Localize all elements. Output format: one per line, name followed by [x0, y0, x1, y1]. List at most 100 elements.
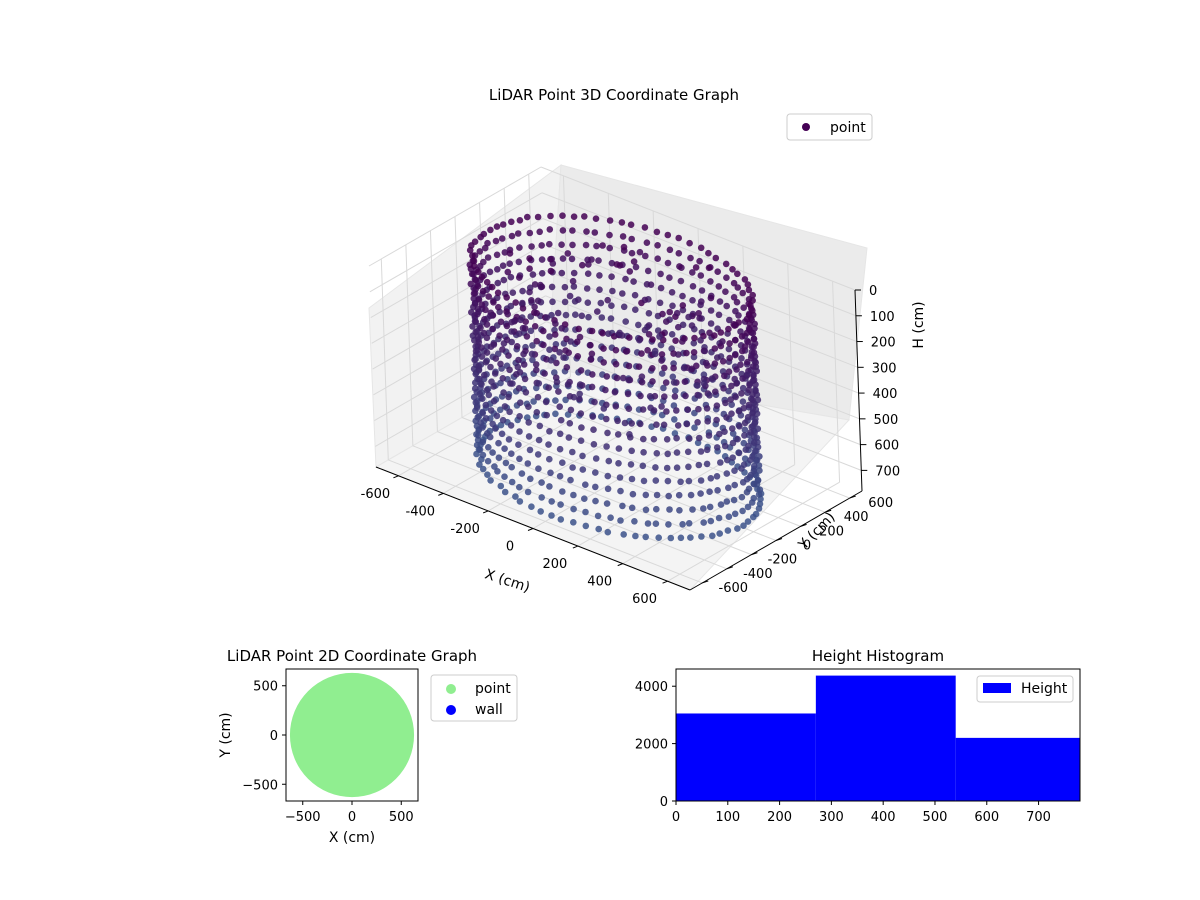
point-3d [482, 306, 489, 314]
point-3d [713, 416, 720, 424]
legend-3d: point [786, 113, 873, 141]
point-3d [669, 373, 677, 381]
point-3d [474, 305, 482, 313]
point-3d [723, 274, 730, 282]
point-3d [691, 424, 698, 432]
point-3d [741, 432, 748, 439]
point-3d [505, 436, 513, 443]
point-3d [608, 302, 615, 310]
point-3d [732, 336, 739, 344]
point-3d [755, 462, 763, 469]
point-3d [719, 338, 726, 345]
point-3d [491, 463, 498, 470]
point-3d [538, 242, 545, 249]
point-3d [528, 297, 535, 304]
point-3d [488, 283, 496, 291]
x-tick-label-histogram: 200 [767, 810, 792, 825]
point-3d [731, 467, 738, 475]
point-3d [596, 286, 603, 294]
point-3d [692, 264, 700, 271]
point-3d [694, 382, 701, 389]
point-3d [522, 389, 530, 396]
point-3d [559, 488, 566, 495]
z-tick-label-3d: 200 [871, 336, 896, 351]
point-3d [675, 351, 682, 358]
point-3d [523, 333, 531, 340]
point-3d [527, 475, 534, 483]
point-3d [743, 488, 751, 496]
point-3d [533, 366, 540, 374]
point-3d [725, 368, 733, 376]
point-3d [721, 372, 728, 380]
point-3d [687, 254, 694, 262]
point-3d [483, 334, 491, 342]
point-3d [508, 450, 515, 458]
point-3d [473, 404, 481, 411]
point-3d [616, 474, 624, 481]
point-3d [675, 491, 683, 499]
point-3d [496, 406, 504, 414]
point-3d [492, 237, 500, 245]
point-3d [547, 357, 555, 364]
point-3d [561, 298, 569, 306]
x-tick-label-3d: 0 [506, 540, 514, 555]
point-3d [572, 311, 579, 319]
point-3d [739, 479, 747, 486]
point-3d [551, 369, 558, 376]
point-3d [636, 336, 643, 344]
point-3d [698, 287, 706, 294]
point-3d [549, 298, 556, 306]
point-3d [642, 491, 650, 499]
point-3d [628, 504, 636, 512]
point-3d [747, 354, 755, 362]
point-3d [756, 467, 763, 474]
point-3d [724, 456, 731, 464]
point-3d [701, 347, 709, 355]
point-3d [546, 483, 553, 490]
point-3d [553, 359, 560, 367]
point-3d [476, 390, 484, 398]
point-3d [683, 349, 690, 357]
point-3d [533, 337, 540, 345]
point-3d [740, 404, 748, 412]
point-3d [603, 415, 610, 423]
z-tick-label-3d: 100 [870, 310, 895, 325]
point-3d [631, 291, 639, 299]
point-3d [750, 462, 758, 470]
point-3d [684, 448, 692, 456]
point-3d [515, 356, 522, 364]
point-3d [658, 357, 665, 364]
point-3d [526, 446, 534, 454]
point-3d [528, 350, 536, 358]
point-3d [751, 433, 758, 441]
point-3d [711, 332, 718, 339]
legend-marker-wall [446, 705, 456, 715]
point-3d [489, 325, 497, 333]
z-tick-label-3d: 400 [873, 387, 898, 402]
point-3d [593, 242, 600, 250]
point-3d [671, 416, 678, 423]
point-3d [628, 420, 635, 427]
point-3d [739, 384, 747, 392]
point-3d [738, 333, 746, 340]
point-3d [677, 478, 684, 486]
point-3d [729, 454, 736, 462]
point-3d [576, 390, 583, 398]
point-3d [755, 491, 763, 498]
point-3d [588, 327, 596, 335]
point-3d [714, 354, 721, 361]
point-3d [615, 445, 623, 452]
point-3d [750, 343, 757, 351]
point-3d [747, 456, 754, 464]
point-3d [567, 476, 574, 484]
point-3d [535, 436, 543, 444]
point-3d [542, 398, 550, 406]
point-3d [501, 473, 508, 481]
point-3d [519, 287, 526, 295]
point-3d [562, 396, 569, 404]
point-3d [729, 266, 736, 273]
point-3d [478, 301, 486, 309]
point-3d [652, 464, 659, 471]
point-3d [526, 229, 534, 237]
point-3d [624, 390, 632, 398]
